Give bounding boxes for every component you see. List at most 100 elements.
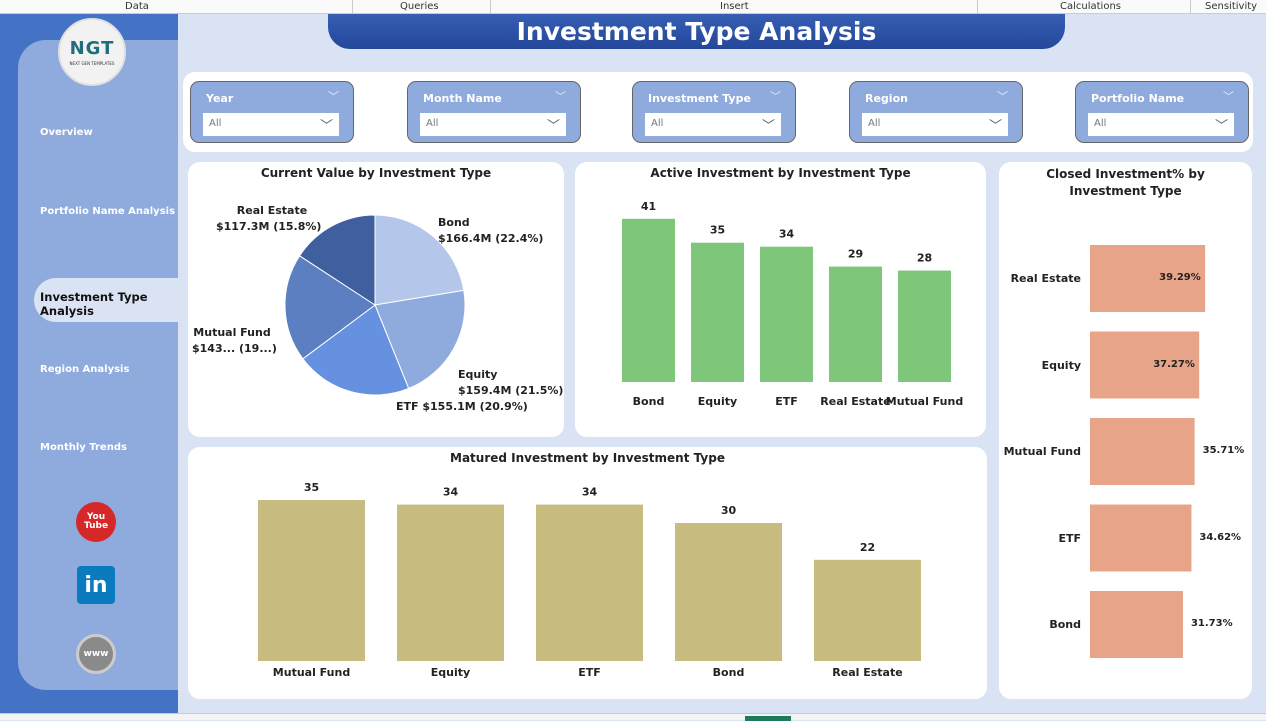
category-label: Bond <box>712 666 745 679</box>
pie-value-label: $166.4M (22.4%) <box>438 232 544 245</box>
youtube-icon[interactable]: You Tube <box>76 502 116 542</box>
ribbon-divider <box>490 0 491 13</box>
bar[interactable] <box>1090 591 1183 658</box>
active-investment-card: Active Investment by Investment Type 41 3… <box>575 162 986 437</box>
nav-region-analysis[interactable]: Region Analysis <box>40 364 130 375</box>
chevron-down-icon[interactable]: ﹀ <box>997 90 1008 103</box>
bar[interactable] <box>1090 504 1192 572</box>
chevron-down-icon[interactable]: ﹀ <box>770 90 781 103</box>
linkedin-icon[interactable]: in <box>77 566 115 604</box>
slicer-portfolio-name[interactable]: Portfolio Name ﹀ All ﹀ <box>1075 81 1249 143</box>
sidebar-panel: NGT NEXT GEN TEMPLATES <box>18 18 178 690</box>
chevron-down-icon[interactable]: ﹀ <box>1223 90 1234 103</box>
category-label: Real Estate <box>832 666 903 679</box>
chevron-down-icon: ﹀ <box>1214 119 1228 134</box>
pie-label: Mutual Fund <box>193 326 271 339</box>
chevron-down-icon: ﹀ <box>988 119 1002 134</box>
category-label: Mutual Fund <box>885 395 964 408</box>
pie-slice-equity[interactable] <box>374 289 466 390</box>
slicer-month-name[interactable]: Month Name ﹀ All ﹀ <box>407 81 581 143</box>
pie-slice-bond[interactable] <box>374 214 465 306</box>
ribbon-tab[interactable]: Queries <box>400 1 439 12</box>
bar[interactable] <box>397 504 504 661</box>
pie-label: Bond <box>438 216 470 229</box>
category-label: Real Estate <box>820 395 891 408</box>
filter-bar: Year ﹀ All ﹀ Month Name ﹀ All ﹀ Investment Typ… <box>183 72 1253 152</box>
pie-label: Real Estate <box>236 204 308 217</box>
pie-chart <box>284 214 466 396</box>
data-label: 34 <box>779 228 795 241</box>
bar[interactable] <box>622 218 675 382</box>
bar[interactable] <box>1090 418 1195 485</box>
nav-investment-type-analysis[interactable]: Investment Type Analysis <box>34 278 184 322</box>
bar[interactable] <box>536 504 643 661</box>
pie-slice-etf[interactable] <box>302 304 410 396</box>
chevron-down-icon[interactable]: ﹀ <box>555 90 566 103</box>
sheet-tabs <box>0 713 1266 721</box>
web-icon[interactable]: www <box>76 634 116 674</box>
data-label: 37.27% <box>1153 358 1195 370</box>
ribbon-tab[interactable]: Sensitivity <box>1205 1 1258 12</box>
slicer-region[interactable]: Region ﹀ All ﹀ <box>849 81 1023 143</box>
data-label: 35.71% <box>1202 445 1245 456</box>
bar[interactable] <box>814 559 921 661</box>
nav-overview[interactable]: Overview <box>40 127 93 138</box>
nav-monthly-trends[interactable]: Monthly Trends <box>40 442 127 453</box>
chevron-down-icon[interactable]: ﹀ <box>328 90 339 103</box>
active-sheet-tab[interactable] <box>745 716 791 721</box>
ribbon-divider <box>977 0 978 13</box>
bar[interactable] <box>691 242 744 382</box>
bar[interactable] <box>898 270 951 382</box>
bar[interactable] <box>258 500 365 661</box>
category-label: Bond <box>632 395 665 408</box>
chevron-down-icon: ﹀ <box>761 119 775 134</box>
ribbon-divider <box>1190 0 1191 13</box>
chevron-down-icon: ﹀ <box>546 119 560 134</box>
ribbon-tab[interactable]: Data <box>125 1 149 12</box>
bar[interactable] <box>1090 245 1206 312</box>
bar[interactable] <box>829 266 882 382</box>
pie-slice-mutual-fund[interactable] <box>284 255 376 360</box>
pie-value-label: $159.4M (21.5%) <box>458 384 564 397</box>
data-label: 34 <box>582 486 598 499</box>
category-label: ETF <box>1058 531 1081 545</box>
category-label: Equity <box>430 666 471 679</box>
slicer-investment-type[interactable]: Investment Type ﹀ All ﹀ <box>632 81 796 143</box>
slicer-dropdown[interactable]: All ﹀ <box>420 113 566 136</box>
closed-investment-card: Closed Investment% by Investment Type 39… <box>999 162 1252 699</box>
data-label: 41 <box>641 200 656 213</box>
slicer-dropdown[interactable]: All ﹀ <box>1088 113 1234 136</box>
ribbon-tab[interactable]: Insert <box>720 1 749 12</box>
data-label: 35 <box>304 481 319 494</box>
data-label: 34 <box>443 486 459 499</box>
chevron-down-icon: ﹀ <box>319 119 333 134</box>
bar[interactable] <box>675 523 782 661</box>
category-label: ETF <box>775 395 798 408</box>
slicer-dropdown[interactable]: All ﹀ <box>645 113 781 136</box>
category-label: Equity <box>697 395 738 408</box>
nav-portfolio-name-analysis[interactable]: Portfolio Name Analysis <box>40 206 176 217</box>
chart-title: Closed Investment% by Investment Type <box>1046 167 1205 198</box>
bar[interactable] <box>1090 331 1200 399</box>
category-label: Equity <box>1041 358 1081 372</box>
chart-title: Current Value by Investment Type <box>260 166 492 180</box>
category-label: Real Estate <box>1010 272 1081 285</box>
current-value-pie-card: Current Value by Investment Type Bond $16… <box>188 162 564 437</box>
data-label: 22 <box>860 541 875 554</box>
matured-investment-card: Matured Investment by Investment Type 35… <box>188 447 987 699</box>
pie-label: Equity <box>458 368 498 381</box>
ribbon-tab[interactable]: Calculations <box>1060 1 1121 12</box>
slicer-dropdown[interactable]: All ﹀ <box>203 113 339 136</box>
slicer-dropdown[interactable]: All ﹀ <box>862 113 1008 136</box>
category-label: ETF <box>578 666 601 679</box>
data-label: 35 <box>710 224 725 237</box>
bar-chart: 35 34 34 30 22 <box>258 481 921 661</box>
category-label: Bond <box>1049 618 1081 631</box>
pie-slice-real-estate[interactable] <box>298 214 376 306</box>
bar[interactable] <box>760 246 813 382</box>
category-label: Mutual Fund <box>272 666 351 679</box>
data-label: 29 <box>848 248 863 261</box>
slicer-year[interactable]: Year ﹀ All ﹀ <box>190 81 354 143</box>
category-label: Mutual Fund <box>1003 445 1081 458</box>
data-label: 39.29% <box>1159 272 1201 283</box>
